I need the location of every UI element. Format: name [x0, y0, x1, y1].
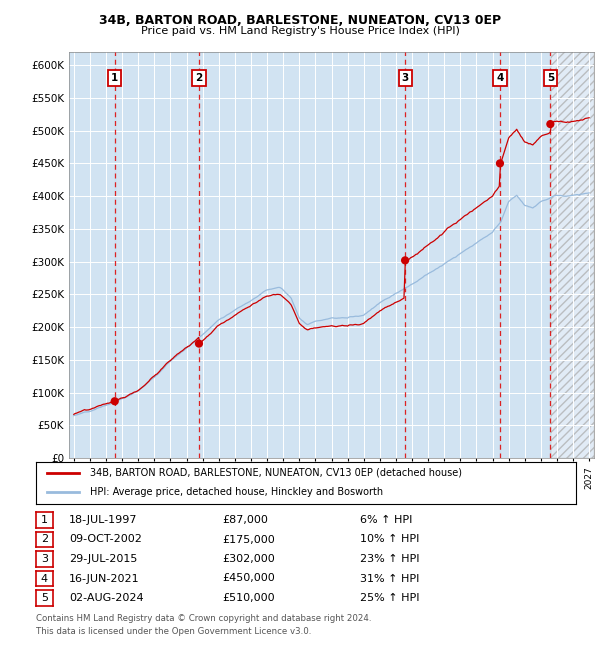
Text: 3: 3: [41, 554, 48, 564]
Bar: [69, 52, 115, 458]
Text: 2: 2: [196, 73, 203, 83]
Text: 6% ↑ HPI: 6% ↑ HPI: [360, 515, 412, 525]
Text: 5: 5: [41, 593, 48, 603]
Text: This data is licensed under the Open Government Licence v3.0.: This data is licensed under the Open Gov…: [36, 627, 311, 636]
Text: 23% ↑ HPI: 23% ↑ HPI: [360, 554, 419, 564]
Text: £510,000: £510,000: [222, 593, 275, 603]
Text: 18-JUL-1997: 18-JUL-1997: [69, 515, 137, 525]
Text: 4: 4: [41, 573, 48, 584]
Text: 34B, BARTON ROAD, BARLESTONE, NUNEATON, CV13 0EP: 34B, BARTON ROAD, BARLESTONE, NUNEATON, …: [99, 14, 501, 27]
Text: 10% ↑ HPI: 10% ↑ HPI: [360, 534, 419, 545]
Bar: [115, 52, 199, 458]
Text: 29-JUL-2015: 29-JUL-2015: [69, 554, 137, 564]
Text: 1: 1: [41, 515, 48, 525]
Text: 25% ↑ HPI: 25% ↑ HPI: [360, 593, 419, 603]
Point: [545, 119, 555, 129]
Text: Price paid vs. HM Land Registry's House Price Index (HPI): Price paid vs. HM Land Registry's House …: [140, 26, 460, 36]
Text: 4: 4: [496, 73, 503, 83]
Text: 34B, BARTON ROAD, BARLESTONE, NUNEATON, CV13 0EP (detached house): 34B, BARTON ROAD, BARLESTONE, NUNEATON, …: [90, 468, 462, 478]
Text: 1: 1: [111, 73, 118, 83]
Bar: [551, 52, 594, 458]
Text: 31% ↑ HPI: 31% ↑ HPI: [360, 573, 419, 584]
Point: [110, 396, 119, 406]
Bar: [500, 52, 550, 458]
Text: HPI: Average price, detached house, Hinckley and Bosworth: HPI: Average price, detached house, Hinc…: [90, 488, 383, 497]
Point: [495, 158, 505, 168]
Bar: [405, 52, 500, 458]
Text: £450,000: £450,000: [222, 573, 275, 584]
Text: 3: 3: [401, 73, 409, 83]
Bar: [551, 52, 594, 458]
Text: 5: 5: [547, 73, 554, 83]
Text: £302,000: £302,000: [222, 554, 275, 564]
Text: 16-JUN-2021: 16-JUN-2021: [69, 573, 140, 584]
Text: 2: 2: [41, 534, 48, 545]
Text: £175,000: £175,000: [222, 534, 275, 545]
Bar: [550, 52, 551, 458]
Text: 02-AUG-2024: 02-AUG-2024: [69, 593, 143, 603]
Point: [400, 255, 410, 266]
Point: [194, 339, 204, 349]
Bar: [199, 52, 405, 458]
Text: £87,000: £87,000: [222, 515, 268, 525]
Text: 09-OCT-2002: 09-OCT-2002: [69, 534, 142, 545]
Text: Contains HM Land Registry data © Crown copyright and database right 2024.: Contains HM Land Registry data © Crown c…: [36, 614, 371, 623]
